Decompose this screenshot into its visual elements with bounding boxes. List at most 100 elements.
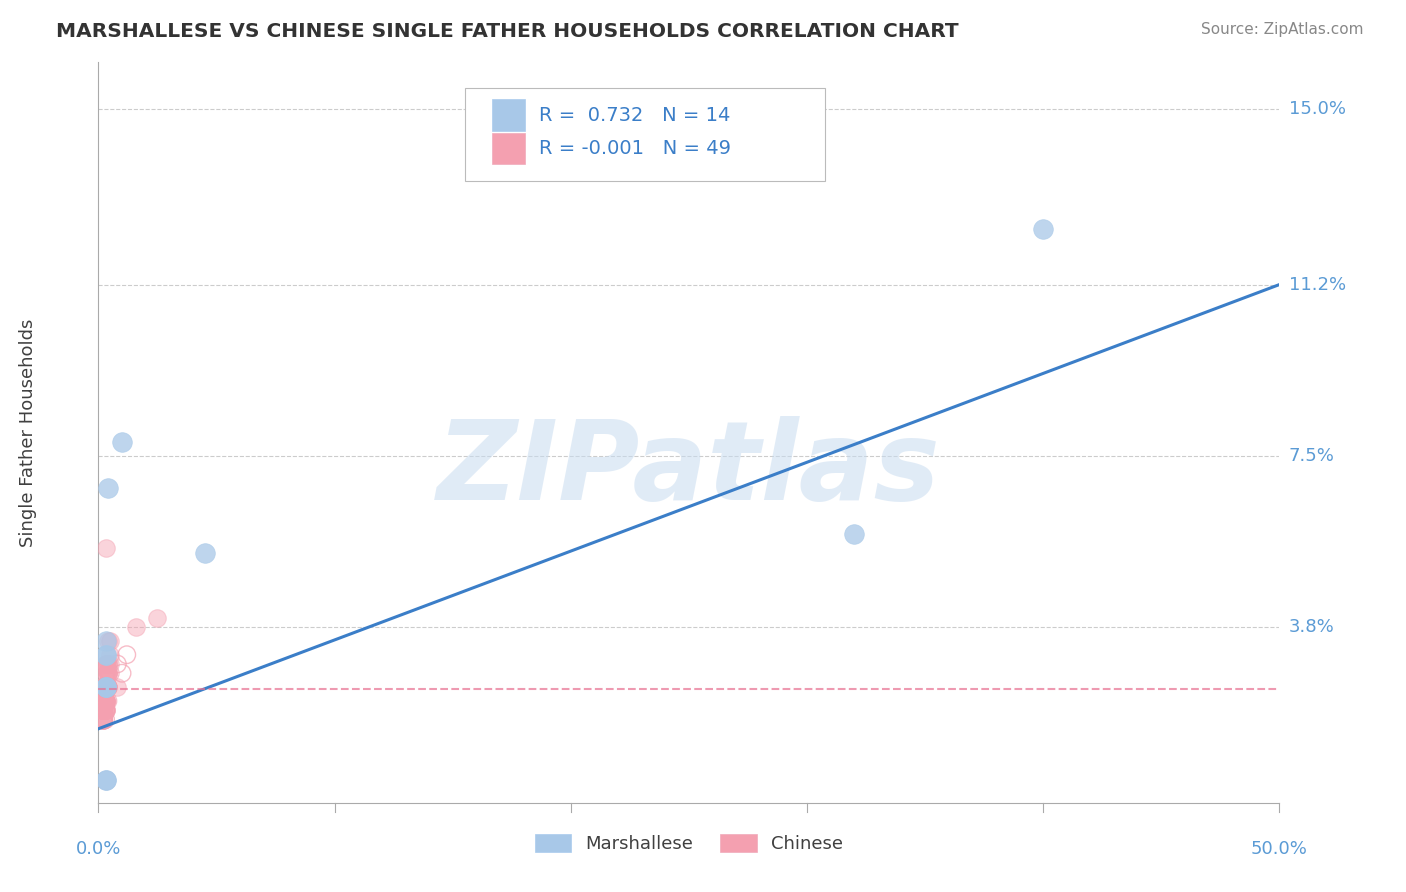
Point <box>91 713 114 727</box>
Point <box>94 694 117 708</box>
Text: MARSHALLESE VS CHINESE SINGLE FATHER HOUSEHOLDS CORRELATION CHART: MARSHALLESE VS CHINESE SINGLE FATHER HOU… <box>56 22 959 41</box>
Point <box>98 648 121 662</box>
Point <box>94 680 117 694</box>
Point <box>94 680 117 694</box>
Point <box>91 703 114 717</box>
Point <box>91 713 114 727</box>
Point <box>94 713 117 727</box>
Point <box>94 680 117 694</box>
Point <box>111 666 134 681</box>
Point <box>91 713 114 727</box>
Point <box>94 694 117 708</box>
Text: R = -0.001   N = 49: R = -0.001 N = 49 <box>538 139 731 158</box>
Point <box>115 648 138 662</box>
Point <box>98 666 121 681</box>
Point <box>94 680 117 694</box>
Point <box>94 541 117 556</box>
Point <box>97 694 120 708</box>
Point <box>94 680 117 694</box>
Legend: Marshallese, Chinese: Marshallese, Chinese <box>527 827 851 861</box>
Point <box>91 680 114 694</box>
Point <box>94 648 117 662</box>
Point <box>97 666 120 681</box>
Point <box>91 703 114 717</box>
Point <box>94 772 117 787</box>
Text: R =  0.732   N = 14: R = 0.732 N = 14 <box>538 105 730 125</box>
Text: 50.0%: 50.0% <box>1251 840 1308 858</box>
Point <box>91 713 114 727</box>
Point <box>94 680 117 694</box>
Bar <box>492 99 524 130</box>
Point <box>1032 222 1054 236</box>
Point <box>97 481 120 495</box>
Point <box>91 713 114 727</box>
Point <box>94 648 117 662</box>
Text: 0.0%: 0.0% <box>76 840 121 858</box>
Point <box>91 694 114 708</box>
Point <box>94 680 117 694</box>
Point <box>97 680 120 694</box>
Point <box>97 657 120 671</box>
Point <box>91 713 114 727</box>
Point <box>97 657 120 671</box>
FancyBboxPatch shape <box>464 88 825 181</box>
Point <box>91 713 114 727</box>
Point <box>97 680 120 694</box>
Point <box>146 610 169 624</box>
Point <box>844 527 866 541</box>
Point <box>91 703 114 717</box>
Point <box>94 694 117 708</box>
Point <box>91 694 114 708</box>
Text: 7.5%: 7.5% <box>1289 447 1334 465</box>
Point <box>91 694 114 708</box>
Point <box>94 703 117 717</box>
Point <box>94 680 117 694</box>
Point <box>94 680 117 694</box>
Point <box>97 633 120 648</box>
Point <box>94 680 117 694</box>
Point <box>94 694 117 708</box>
Point <box>91 694 114 708</box>
Point <box>97 666 120 681</box>
Point <box>94 694 117 708</box>
Point <box>94 703 117 717</box>
Point <box>94 666 117 681</box>
Point <box>98 633 121 648</box>
Point <box>194 546 217 560</box>
Text: Source: ZipAtlas.com: Source: ZipAtlas.com <box>1201 22 1364 37</box>
Point <box>111 434 134 449</box>
Point <box>94 680 117 694</box>
Point <box>94 694 117 708</box>
Text: 3.8%: 3.8% <box>1289 618 1334 636</box>
Point <box>94 680 117 694</box>
Point <box>94 680 117 694</box>
Point <box>91 713 114 727</box>
Point <box>105 680 128 694</box>
Point <box>94 657 117 671</box>
Bar <box>492 133 524 164</box>
Point <box>94 703 117 717</box>
Point <box>94 772 117 787</box>
Point <box>94 680 117 694</box>
Point <box>94 680 117 694</box>
Point <box>97 666 120 681</box>
Point <box>98 657 121 671</box>
Point <box>94 694 117 708</box>
Point <box>91 703 114 717</box>
Point <box>94 694 117 708</box>
Point <box>94 680 117 694</box>
Text: Single Father Households: Single Father Households <box>18 318 37 547</box>
Point <box>105 657 128 671</box>
Text: 11.2%: 11.2% <box>1289 276 1346 293</box>
Point <box>91 703 114 717</box>
Point <box>91 694 114 708</box>
Point <box>91 703 114 717</box>
Point <box>94 703 117 717</box>
Point <box>91 703 114 717</box>
Point <box>94 633 117 648</box>
Point <box>97 666 120 681</box>
Point <box>94 694 117 708</box>
Point <box>91 703 114 717</box>
Point <box>91 703 114 717</box>
Point <box>97 680 120 694</box>
